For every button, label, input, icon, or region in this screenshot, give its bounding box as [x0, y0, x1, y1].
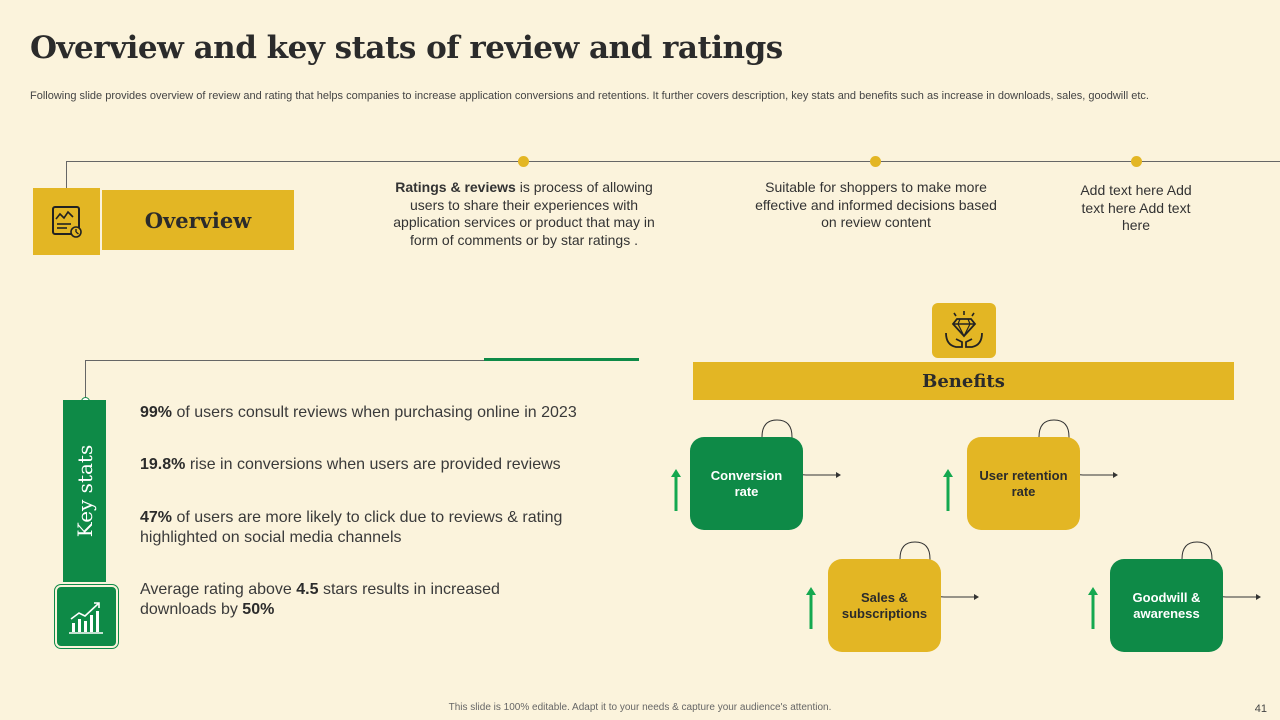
- overview-item-text: Suitable for shoppers to make more effec…: [755, 179, 997, 230]
- stat-text: rise in conversions when users are provi…: [185, 456, 561, 473]
- benefits-icon-box: [932, 303, 996, 358]
- key-stat-item: 19.8% rise in conversions when users are…: [140, 455, 610, 475]
- overview-item: Ratings & reviews is process of allowing…: [381, 179, 667, 249]
- stat-text: of users are more likely to click due to…: [140, 509, 563, 546]
- key-stat-item: Average rating above 4.5 stars results i…: [140, 580, 520, 619]
- overview-icon-box: [33, 188, 100, 255]
- page-title: Overview and key stats of review and rat…: [30, 30, 783, 66]
- key-stat-item: 47% of users are more likely to click du…: [140, 508, 580, 547]
- timeline-dot: [1131, 156, 1142, 167]
- timeline-dot: [870, 156, 881, 167]
- key-stats-connector: [85, 360, 639, 361]
- diamond-hands-icon: [945, 311, 983, 348]
- key-stats-connector-vertical: [85, 360, 86, 400]
- overview-item-bold: Ratings & reviews: [395, 179, 516, 195]
- benefit-conversion-rate: Conversion rate: [690, 437, 803, 530]
- review-document-icon: [52, 206, 82, 238]
- up-arrow-icon: [671, 469, 681, 511]
- overview-item: Suitable for shoppers to make more effec…: [755, 179, 997, 232]
- stat-highlight: 47%: [140, 509, 173, 526]
- overview-connector: [66, 161, 67, 189]
- up-arrow-icon: [943, 469, 953, 511]
- up-arrow-icon: [1088, 587, 1098, 629]
- stat-highlight: 19.8%: [140, 456, 186, 473]
- up-arrow-icon: [806, 587, 816, 629]
- growth-chart-icon: [69, 602, 103, 634]
- overview-item: Add text here Add text here Add text her…: [1080, 182, 1192, 235]
- key-stats-bar: Key stats: [63, 400, 106, 582]
- stat-highlight: 50%: [242, 600, 275, 618]
- overview-item-text: Add text here Add text here Add text her…: [1080, 182, 1192, 233]
- footer-note: This slide is 100% editable. Adapt it to…: [448, 702, 832, 713]
- overview-label: Overview: [102, 190, 294, 250]
- stat-highlight: 4.5: [296, 581, 319, 598]
- benefit-goodwill-awareness: Goodwill & awareness: [1110, 559, 1223, 652]
- stat-text: stars results in increased downloads by: [140, 581, 500, 618]
- page-subtitle: Following slide provides overview of rev…: [30, 90, 1149, 102]
- key-stats-label: Key stats: [72, 444, 97, 538]
- page-number: 41: [1254, 703, 1267, 715]
- key-stats-accent-line: [484, 358, 639, 361]
- benefit-label: Conversion rate: [710, 467, 783, 499]
- stat-text: of users consult reviews when purchasing…: [172, 404, 577, 421]
- benefit-label: Sales & subscriptions: [841, 589, 928, 621]
- benefit-label: Goodwill & awareness: [1132, 589, 1201, 621]
- benefits-label: Benefits: [693, 362, 1234, 400]
- benefit-sales-subscriptions: Sales & subscriptions: [828, 559, 941, 652]
- benefit-user-retention-rate: User retention rate: [967, 437, 1080, 530]
- key-stat-item: 99% of users consult reviews when purcha…: [140, 403, 610, 423]
- overview-timeline: [66, 161, 1280, 162]
- benefit-label: User retention rate: [979, 467, 1068, 499]
- key-stats-icon-box: [55, 585, 118, 648]
- timeline-dot: [518, 156, 529, 167]
- stat-highlight: 99%: [140, 404, 173, 421]
- overview-item-text: is process of allowing users to share th…: [393, 179, 655, 248]
- stat-text: Average rating above: [140, 581, 297, 598]
